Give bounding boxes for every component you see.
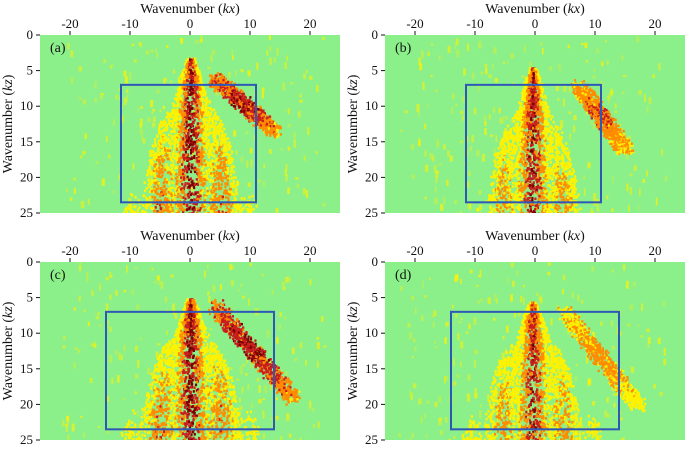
x-tick-label: -20 (406, 243, 423, 258)
x-tick-label: 20 (304, 243, 317, 258)
y-tick-label: 15 (365, 134, 378, 149)
y-tick-label: 15 (365, 361, 378, 376)
y-tick-label: 20 (20, 396, 33, 411)
x-tick-label: 10 (589, 243, 602, 258)
panel-label: (c) (50, 268, 66, 283)
selection-box (450, 310, 620, 431)
x-tick-label: -20 (406, 16, 423, 31)
y-tick-label: 20 (365, 169, 378, 184)
y-axis-title: Wavenumber (kz) (346, 74, 361, 173)
y-tick-label: 0 (372, 254, 379, 269)
x-tick-label: 10 (244, 243, 257, 258)
x-axis-title: Wavenumber (kx) (485, 229, 585, 244)
x-tick-label: -20 (61, 16, 78, 31)
y-axis-title: Wavenumber (kz) (1, 301, 16, 400)
selection-box (120, 83, 257, 204)
panel-d: (d) -20 -10 0 10 20 0 5 10 15 20 25 Wavenumber (kx) W… (346, 229, 685, 447)
y-tick-label: 5 (372, 290, 379, 305)
y-tick-label: 0 (27, 254, 34, 269)
x-tick-label: -10 (466, 16, 483, 31)
panel-label: (b) (395, 41, 412, 56)
y-tick-label: 5 (27, 290, 34, 305)
y-tick-label: 25 (365, 205, 378, 220)
x-tick-label: -10 (466, 243, 483, 258)
x-axis-title: Wavenumber (kx) (140, 229, 240, 244)
x-tick-label: 0 (532, 243, 539, 258)
y-tick-label: 25 (20, 432, 33, 447)
y-tick-label: 0 (372, 27, 379, 42)
y-tick-label: 15 (20, 134, 33, 149)
panel-label: (d) (395, 268, 412, 283)
y-tick-label: 20 (20, 169, 33, 184)
x-tick-label: 0 (187, 243, 194, 258)
x-tick-label: 10 (244, 16, 257, 31)
panel-label: (a) (50, 41, 66, 56)
y-tick-label: 10 (365, 325, 378, 340)
y-tick-label: 25 (365, 432, 378, 447)
y-tick-label: 10 (20, 325, 33, 340)
x-tick-label: 20 (304, 16, 317, 31)
selection-box (465, 83, 602, 204)
selection-box (105, 310, 275, 431)
y-tick-label: 25 (20, 205, 33, 220)
y-tick-label: 20 (365, 396, 378, 411)
x-tick-label: 20 (649, 16, 662, 31)
y-tick-label: 5 (27, 63, 34, 78)
panel-a: (a) -20 -10 0 10 20 0 5 10 15 20 25 Wavenumber (kx) W… (1, 2, 340, 220)
y-tick-label: 5 (372, 63, 379, 78)
panel-c: (c) -20 -10 0 10 20 0 5 10 15 20 25 Wavenumber (kx) W… (1, 229, 340, 447)
x-tick-label: 20 (649, 243, 662, 258)
y-axis-title: Wavenumber (kz) (1, 74, 16, 173)
spectrum-field (398, 262, 667, 440)
y-tick-label: 10 (20, 98, 33, 113)
y-tick-label: 0 (27, 27, 34, 42)
x-tick-label: -10 (121, 243, 138, 258)
panel-b: (b) -20 -10 0 10 20 0 5 10 15 20 25 Wavenumber (kx) W… (346, 2, 685, 220)
x-tick-label: -20 (61, 243, 78, 258)
y-tick-label: 10 (365, 98, 378, 113)
y-axis-title: Wavenumber (kz) (346, 301, 361, 400)
x-tick-label: -10 (121, 16, 138, 31)
x-axis-title: Wavenumber (kx) (485, 2, 585, 17)
y-tick-label: 15 (20, 361, 33, 376)
x-tick-label: 10 (589, 16, 602, 31)
x-tick-label: 0 (532, 16, 539, 31)
x-tick-label: 0 (187, 16, 194, 31)
x-axis-title: Wavenumber (kx) (140, 2, 240, 17)
